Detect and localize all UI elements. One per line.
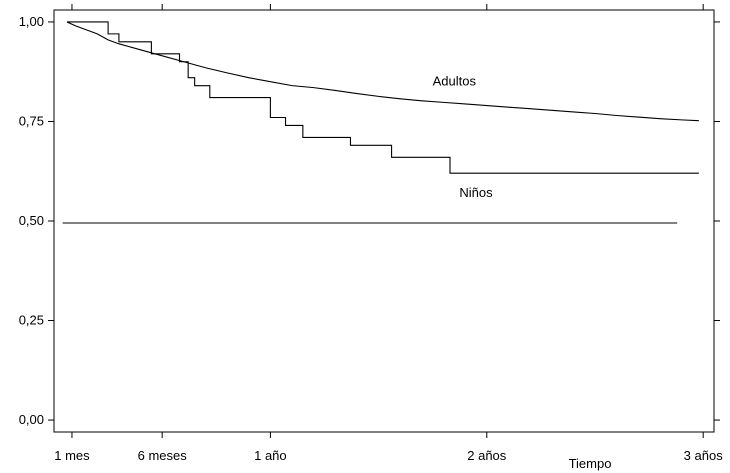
series-line-adultos xyxy=(66,21,699,122)
y-tick-label: 0,00 xyxy=(19,412,44,427)
x-axis-ticks: 1 mes 6 meses 1 año 2 años 3 años xyxy=(54,4,723,463)
series-label-adultos: Adultos xyxy=(433,74,477,89)
series-line-ni-os xyxy=(66,21,699,174)
x-axis-label: Tiempo xyxy=(569,456,612,471)
x-tick-label: 1 mes xyxy=(54,448,90,463)
y-tick-label: 1,00 xyxy=(19,14,44,29)
y-axis-ticks: 0,00 0,25 0,50 0,75 1,00 xyxy=(19,14,720,427)
y-tick-label: 0,50 xyxy=(19,213,44,228)
x-tick-label: 2 años xyxy=(467,448,507,463)
series-label-ni-os: Niños xyxy=(459,185,493,200)
plot-frame xyxy=(53,9,715,433)
x-tick-label: 3 años xyxy=(684,448,724,463)
x-tick-label: 1 año xyxy=(254,448,287,463)
series-layer xyxy=(62,21,699,224)
series-labels: Adultos Niños xyxy=(433,74,493,200)
y-tick-label: 0,25 xyxy=(19,313,44,328)
x-tick-label: 6 meses xyxy=(138,448,188,463)
plot-border xyxy=(53,9,715,433)
y-tick-label: 0,75 xyxy=(19,113,44,128)
